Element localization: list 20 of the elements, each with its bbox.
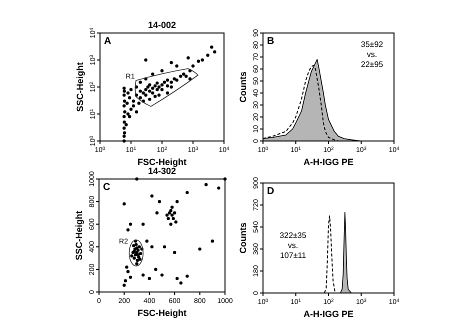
y-axis-title: SSC-Height — [75, 62, 85, 112]
chart-title: 14-002 — [148, 20, 176, 30]
annotation: vs. — [288, 241, 298, 250]
annotation: D — [267, 186, 274, 197]
x-axis-title: FSC-Height — [138, 308, 186, 318]
annotation: B — [267, 36, 274, 47]
annotation: 107±11 — [280, 251, 307, 260]
annotation: 322±35 — [280, 231, 307, 240]
y-axis-title: Counts — [238, 222, 248, 254]
annotation: 22±95 — [360, 60, 384, 69]
annotation: A — [104, 36, 112, 47]
y-axis-title: Counts — [238, 72, 248, 102]
x-axis-title: A-H-IGG PE — [303, 309, 354, 319]
annotation: vs. — [366, 50, 378, 59]
x-axis-title: A-H-IGG PE — [303, 157, 354, 167]
annotation: 35±92 — [360, 40, 384, 49]
x-axis-title: FSC-Height — [138, 157, 186, 167]
annotation: C — [103, 182, 110, 193]
chart-title: 14-302 — [148, 166, 176, 176]
y-axis-title: SSC-Height — [74, 210, 84, 260]
